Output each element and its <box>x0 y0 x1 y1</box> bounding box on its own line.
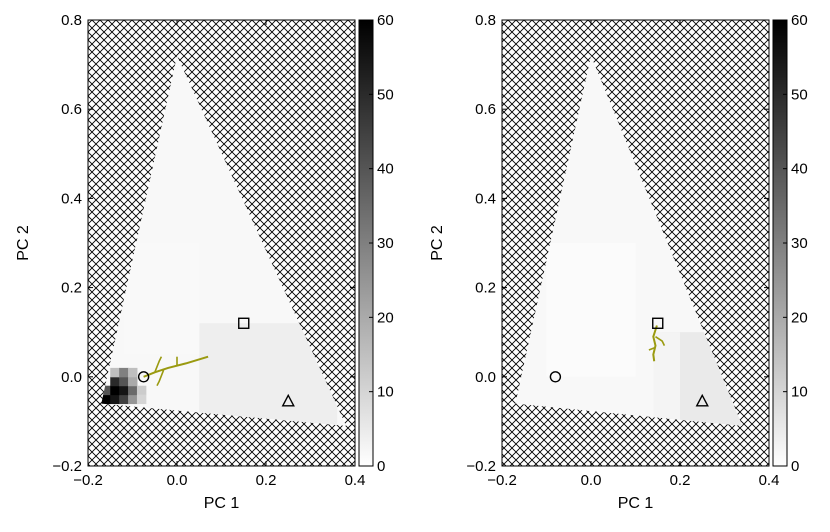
right-colorbar: 0 10 20 30 40 50 60 <box>772 12 808 475</box>
right-soft-region <box>546 243 636 377</box>
left-markers <box>137 317 295 407</box>
right-trajectory <box>648 325 666 362</box>
left-triangle-marker <box>281 393 295 407</box>
left-density-cell <box>110 367 120 378</box>
left-y-tick-label: 0.8 <box>61 12 82 29</box>
left-frame-rect <box>87 19 356 467</box>
right-y-tick-label: 0.2 <box>475 280 496 297</box>
right-y-tick-label: 0.8 <box>475 12 496 29</box>
left-x-tick-label: −0.2 <box>73 472 103 489</box>
right-x-axis-label: PC 1 <box>618 495 654 512</box>
right-panel: −0.2 0.0 0.2 0.4 −0.2 0.0 0.2 0.4 0.6 0.8 PC 1 P… <box>429 12 808 512</box>
left-density-cell <box>119 376 129 387</box>
left-x-axis-label: PC 1 <box>204 495 240 512</box>
left-density-cell <box>101 385 111 396</box>
right-colorbar-tick-label: 10 <box>791 384 808 401</box>
left-trajectory-branch <box>154 356 163 373</box>
right-trajectory-branch <box>655 336 666 346</box>
left-colorbar: 0 10 20 30 40 50 60 <box>358 12 394 475</box>
left-y-tick-label: 0.2 <box>61 280 82 297</box>
left-square-marker <box>238 317 250 329</box>
left-density-cell <box>119 394 129 405</box>
right-x-tick-label: 0.4 <box>759 472 780 489</box>
left-colorbar-tick-label: 20 <box>377 309 394 326</box>
right-markers <box>549 317 709 407</box>
left-density-cell <box>119 367 129 378</box>
right-colorbar-tick-label: 50 <box>791 86 808 103</box>
right-y-ticks: −0.2 0.0 0.2 0.4 0.6 0.8 <box>466 12 769 475</box>
left-density-cell <box>101 394 111 405</box>
right-x-tick-label: 0.0 <box>581 472 602 489</box>
right-x-tick-label: −0.2 <box>487 472 517 489</box>
left-x-tick-label: 0.4 <box>345 472 366 489</box>
left-density-cell <box>119 385 129 396</box>
left-x-tick-label: 0.0 <box>167 472 188 489</box>
left-colorbar-tick-label: 30 <box>377 235 394 252</box>
left-density-cell <box>128 367 138 378</box>
left-density-cells <box>101 243 338 426</box>
left-y-axis-label: PC 2 <box>15 225 32 261</box>
right-soft-region <box>653 332 680 426</box>
left-density-cell <box>110 376 120 387</box>
left-y-ticks: −0.2 0.0 0.2 0.4 0.6 0.8 <box>52 12 355 475</box>
left-density-cell <box>128 394 138 405</box>
left-y-tick-label: 0.6 <box>61 101 82 118</box>
right-colorbar-tick-label: 20 <box>791 309 808 326</box>
left-y-tick-label: 0.0 <box>61 369 82 386</box>
right-y-tick-label: 0.0 <box>475 369 496 386</box>
left-density-cell <box>110 385 120 396</box>
left-colorbar-tick-label: 60 <box>377 12 394 29</box>
right-x-tick-label: 0.2 <box>670 472 691 489</box>
left-colorbar-tick-label: 10 <box>377 384 394 401</box>
left-trajectory-line <box>143 355 209 378</box>
left-colorbar-tick-label: 50 <box>377 86 394 103</box>
right-y-tick-label: 0.4 <box>475 190 496 207</box>
left-density-cell <box>136 385 147 396</box>
left-density-cell <box>136 394 147 405</box>
right-colorbar-tick-label: 60 <box>791 12 808 29</box>
left-density-cell <box>128 376 138 387</box>
right-colorbar-tick-label: 30 <box>791 235 808 252</box>
left-x-tick-label: 0.2 <box>256 472 277 489</box>
left-circle-marker <box>137 371 150 383</box>
right-colorbar-tick-label: 0 <box>791 458 799 475</box>
right-axes-frame <box>501 19 770 467</box>
left-colorbar-tick-label: 0 <box>377 458 385 475</box>
right-square-marker <box>652 317 664 329</box>
right-frame-rect <box>501 19 770 467</box>
left-trajectory-branch <box>156 369 165 387</box>
left-colorbar-tick-label: 40 <box>377 161 394 178</box>
left-panel: −0.2 0.0 0.2 0.4 −0.2 0.0 0.2 0.4 0.6 0.8 PC 1 P… <box>15 12 394 512</box>
left-trajectory <box>143 355 209 387</box>
left-clipped-cells <box>101 243 338 426</box>
right-y-tick-label: −0.2 <box>466 458 496 475</box>
left-y-tick-label: −0.2 <box>52 458 82 475</box>
right-y-axis-label: PC 2 <box>429 225 446 261</box>
left-soft-region <box>123 243 200 355</box>
right-trajectory-line <box>652 325 658 362</box>
left-y-tick-label: 0.4 <box>61 190 82 207</box>
right-triangle-marker <box>695 393 709 407</box>
right-trajectory-branch <box>648 347 655 351</box>
right-circle-marker <box>549 371 562 383</box>
left-axes-frame <box>87 19 356 467</box>
right-colorbar-tick-label: 40 <box>791 161 808 178</box>
right-y-tick-label: 0.6 <box>475 101 496 118</box>
left-density-cell <box>128 385 138 396</box>
left-density-cell <box>110 394 120 405</box>
right-x-ticks: −0.2 0.0 0.2 0.4 <box>487 20 779 489</box>
left-x-ticks: −0.2 0.0 0.2 0.4 <box>73 20 365 489</box>
